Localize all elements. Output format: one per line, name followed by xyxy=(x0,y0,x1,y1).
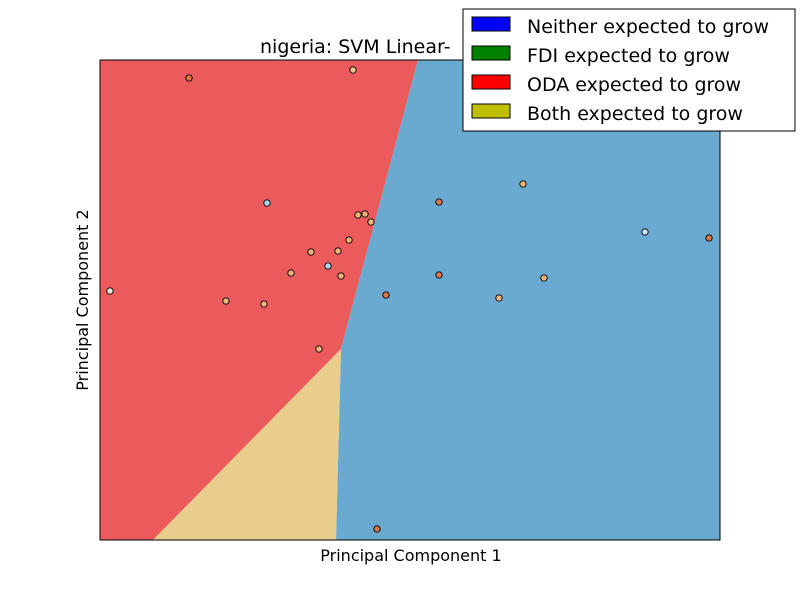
legend-label-oda: ODA expected to grow xyxy=(527,74,741,96)
decision-region-1 xyxy=(336,60,720,540)
data-point xyxy=(519,180,527,188)
decision-region-2 xyxy=(153,349,341,540)
data-point xyxy=(361,210,369,218)
data-point xyxy=(324,262,332,270)
legend-label-both: Both expected to grow xyxy=(527,103,743,125)
data-point xyxy=(315,345,323,353)
legend: Neither expected to grow FDI expected to… xyxy=(462,8,796,132)
legend-swatch-neither xyxy=(471,16,511,32)
decision-region-0 xyxy=(100,60,418,540)
legend-label-fdi: FDI expected to grow xyxy=(527,45,730,67)
legend-swatch-both xyxy=(471,103,511,119)
y-axis-label: Principal Component 2 xyxy=(73,209,92,390)
data-point xyxy=(373,525,381,533)
data-point xyxy=(354,211,362,219)
data-point xyxy=(495,294,503,302)
legend-swatch-oda xyxy=(471,74,511,90)
data-point xyxy=(540,274,548,282)
data-point xyxy=(260,300,268,308)
decision-regions xyxy=(100,60,720,540)
data-point xyxy=(263,199,271,207)
plot-frame xyxy=(99,59,721,541)
data-point xyxy=(349,66,357,74)
data-point xyxy=(367,218,375,226)
data-point xyxy=(307,248,315,256)
data-points xyxy=(106,66,713,533)
legend-swatch-fdi xyxy=(471,45,511,61)
legend-label-neither: Neither expected to grow xyxy=(527,16,769,38)
data-point xyxy=(106,287,114,295)
data-point xyxy=(287,269,295,277)
data-point xyxy=(334,247,342,255)
data-point xyxy=(222,297,230,305)
data-point xyxy=(185,74,193,82)
data-point xyxy=(435,271,443,279)
data-point xyxy=(337,272,345,280)
chart-title: nigeria: SVM Linear- xyxy=(260,36,450,58)
data-point xyxy=(382,291,390,299)
data-point xyxy=(641,228,649,236)
data-point xyxy=(345,236,353,244)
data-point xyxy=(705,234,713,242)
legend-box xyxy=(462,8,796,132)
x-axis-label: Principal Component 1 xyxy=(320,546,501,565)
data-point xyxy=(435,198,443,206)
